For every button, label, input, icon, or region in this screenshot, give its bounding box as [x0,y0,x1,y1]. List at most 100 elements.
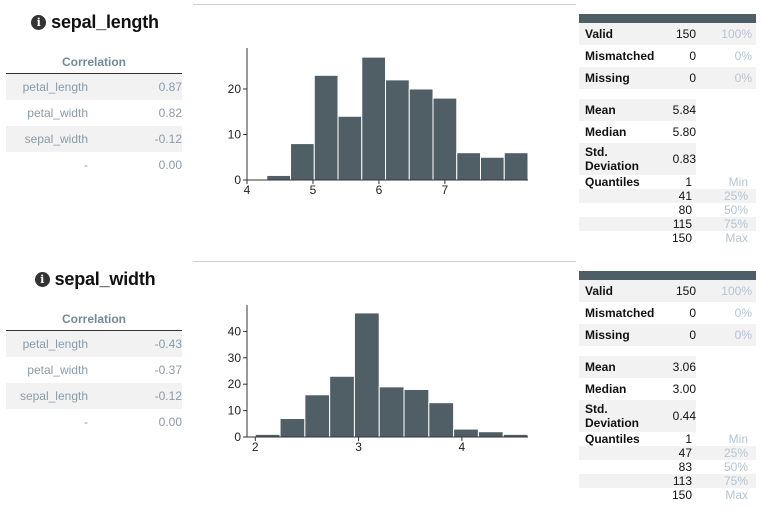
x-tick-label: 4 [244,183,251,197]
table-row: petal_width -0.37 [6,357,182,383]
quantiles-label: Quantiles [585,175,640,189]
stat-pct: 100% [721,27,752,41]
stat-label: Valid [585,27,614,41]
column-summary-sepal-length: i sepal_length Correlation petal_length 0… [6,4,756,245]
quantile-value: 150 [671,231,692,245]
histogram-bar [480,156,505,181]
corr-name: petal_width [27,363,88,377]
stat-value: 5.80 [672,125,696,139]
corr-value: -0.12 [154,389,182,403]
quantile-row: 113 75% [579,474,756,488]
stat-mismatched: Mismatched 0 0% [579,302,756,324]
stats-header-bar [579,271,756,280]
stat-value: 5.84 [672,103,696,117]
y-tick-label: 30 [228,351,242,365]
histogram-chart: 0 10 20 4 5 6 7 [228,48,529,197]
std-label-line2: Deviation [585,416,640,430]
stat-value: 3.00 [672,382,696,396]
stat-label: Valid [585,284,614,298]
std-label-line1: Std. [585,402,608,416]
stat-value: 0.44 [672,409,696,423]
stat-pct: 0% [734,71,752,85]
corr-name: petal_width [27,106,88,120]
table-row: petal_width 0.82 [6,100,182,126]
stat-std: Std. Deviation 0.83 [579,143,696,175]
y-tick-label: 0 [234,430,241,444]
correlation-header: Correlation [6,50,182,74]
stat-pct: 0% [734,49,752,63]
histogram-bar [456,152,482,181]
std-label-line2: Deviation [585,159,640,173]
corr-value: 0.00 [158,158,182,172]
stat-missing: Missing 0 0% [579,324,756,346]
std-label-line1: Std. [585,145,608,159]
stat-label: Median [585,382,627,396]
corr-value: -0.12 [154,132,182,146]
stat-label: Std. Deviation [579,145,659,173]
histogram-bar [385,79,410,181]
y-tick-label: 20 [228,82,242,96]
corr-name: - [84,158,88,172]
quantile-label: Max [725,488,748,502]
quantile-label: 25% [723,189,748,203]
histogram-bar [279,418,306,438]
stat-value: 0 [689,49,696,63]
stats-header-bar [579,14,756,23]
corr-name: petal_length [22,337,88,351]
quantile-value: 47 [678,446,692,460]
stat-median: Median 5.80 [579,121,696,143]
x-tick-label: 3 [355,440,362,454]
y-tick-label: 0 [234,173,241,187]
column-title: i sepal_length [31,12,159,33]
stat-value: 0.83 [672,152,696,166]
quantile-row: Quantiles 1 Min [579,175,756,189]
y-tick-label: 10 [228,404,242,418]
quantile-value: 113 [672,474,692,488]
histogram-bar [290,143,315,181]
histogram-bar [378,386,405,438]
quantile-value: 1 [685,175,692,189]
stat-mean: Mean 5.84 [579,99,696,121]
table-row: petal_length 0.87 [6,74,182,100]
histogram-bar [266,174,292,181]
quantile-row: 150 Max [579,231,756,245]
quantile-row: 115 75% [579,217,756,231]
info-icon[interactable]: i [31,15,47,30]
quantile-row: 80 50% [579,203,756,217]
column-title-text: sepal_length [51,12,159,32]
stat-value: 150 [675,27,696,41]
y-tick-label: 40 [228,324,242,338]
corr-name: - [84,415,88,429]
stat-value: 150 [675,284,696,298]
x-tick-label: 6 [376,183,383,197]
info-icon[interactable]: i [34,272,50,287]
histogram-bar [304,394,331,438]
quantile-row: 150 Max [579,488,756,502]
histogram-bar [503,152,529,181]
stat-std: Std. Deviation 0.44 [579,400,696,432]
correlation-table: Correlation petal_length 0.87 petal_width… [6,50,182,178]
histogram-bar [329,375,355,438]
quantiles-label: Quantiles [585,432,640,446]
table-row: - 0.00 [6,152,182,178]
stats-panel: Valid 150 100% Mismatched 0 0% Missing 0 0% Me… [579,14,756,245]
stat-median: Median 3.00 [579,378,696,400]
corr-value: 0.00 [158,415,182,429]
stat-label: Std. Deviation [579,402,659,430]
histogram-bar [408,88,434,181]
corr-name: petal_length [22,80,88,94]
quantile-label: Min [728,432,748,446]
stats-panel: Valid 150 100% Mismatched 0 0% Missing 0 0% Me… [579,271,756,502]
histogram-bar [432,97,458,181]
quantile-value: 115 [672,217,692,231]
quantile-value: 150 [671,488,692,502]
corr-value: -0.37 [154,363,182,377]
quantile-label: 75% [723,474,748,488]
table-row: sepal_length -0.12 [6,383,182,409]
stat-pct: 0% [734,306,752,320]
stat-pct: 100% [721,284,752,298]
quantile-label: 75% [723,217,748,231]
quantile-row: 47 25% [579,446,756,460]
stat-label: Missing [585,328,630,342]
histogram-bar [353,312,380,438]
